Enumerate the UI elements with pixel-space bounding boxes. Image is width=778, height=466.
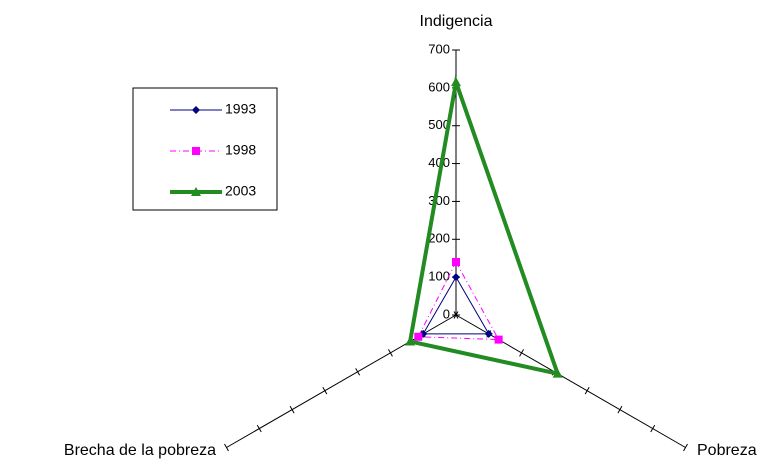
- tick-label: 500: [428, 117, 450, 132]
- category-label: Indigencia: [420, 13, 493, 30]
- tick-mark: [289, 405, 295, 414]
- marker: [192, 106, 200, 114]
- category-label: Brecha de la pobreza: [64, 442, 216, 459]
- tick-mark: [355, 368, 361, 376]
- legend-box: [132, 87, 278, 211]
- marker: [452, 273, 460, 282]
- legend-label: 1998: [225, 142, 256, 158]
- series-line: [407, 74, 561, 377]
- marker: [552, 368, 563, 378]
- axis-line: [455, 314, 686, 448]
- tick-mark: [453, 311, 459, 319]
- tick-label: 700: [428, 41, 450, 56]
- tick-mark: [519, 349, 525, 357]
- legend-label: 2003: [225, 183, 256, 199]
- tick-mark: [584, 387, 590, 395]
- marker: [191, 187, 201, 196]
- tick-mark: [322, 387, 328, 395]
- tick-mark: [617, 405, 623, 414]
- tick-mark: [683, 443, 688, 452]
- marker: [451, 77, 461, 87]
- marker: [192, 147, 200, 155]
- tick-label: 200: [428, 231, 450, 246]
- tick-label: 0: [443, 306, 450, 321]
- marker: [494, 335, 503, 344]
- marker: [414, 332, 423, 341]
- series-line: [422, 276, 490, 335]
- tick-label: 600: [428, 79, 450, 94]
- series-line: [417, 260, 500, 341]
- marker: [452, 258, 460, 266]
- tick-mark: [650, 424, 656, 433]
- legend-label: 1993: [225, 101, 256, 117]
- tick-label: 100: [428, 269, 450, 284]
- tick-mark: [256, 424, 262, 433]
- marker: [484, 329, 493, 338]
- tick-label: 400: [428, 155, 450, 170]
- tick-mark: [224, 443, 229, 452]
- category-label: Pobreza: [697, 442, 757, 459]
- tick-mark: [387, 349, 393, 357]
- tick-label: 300: [428, 193, 450, 208]
- marker: [405, 336, 416, 346]
